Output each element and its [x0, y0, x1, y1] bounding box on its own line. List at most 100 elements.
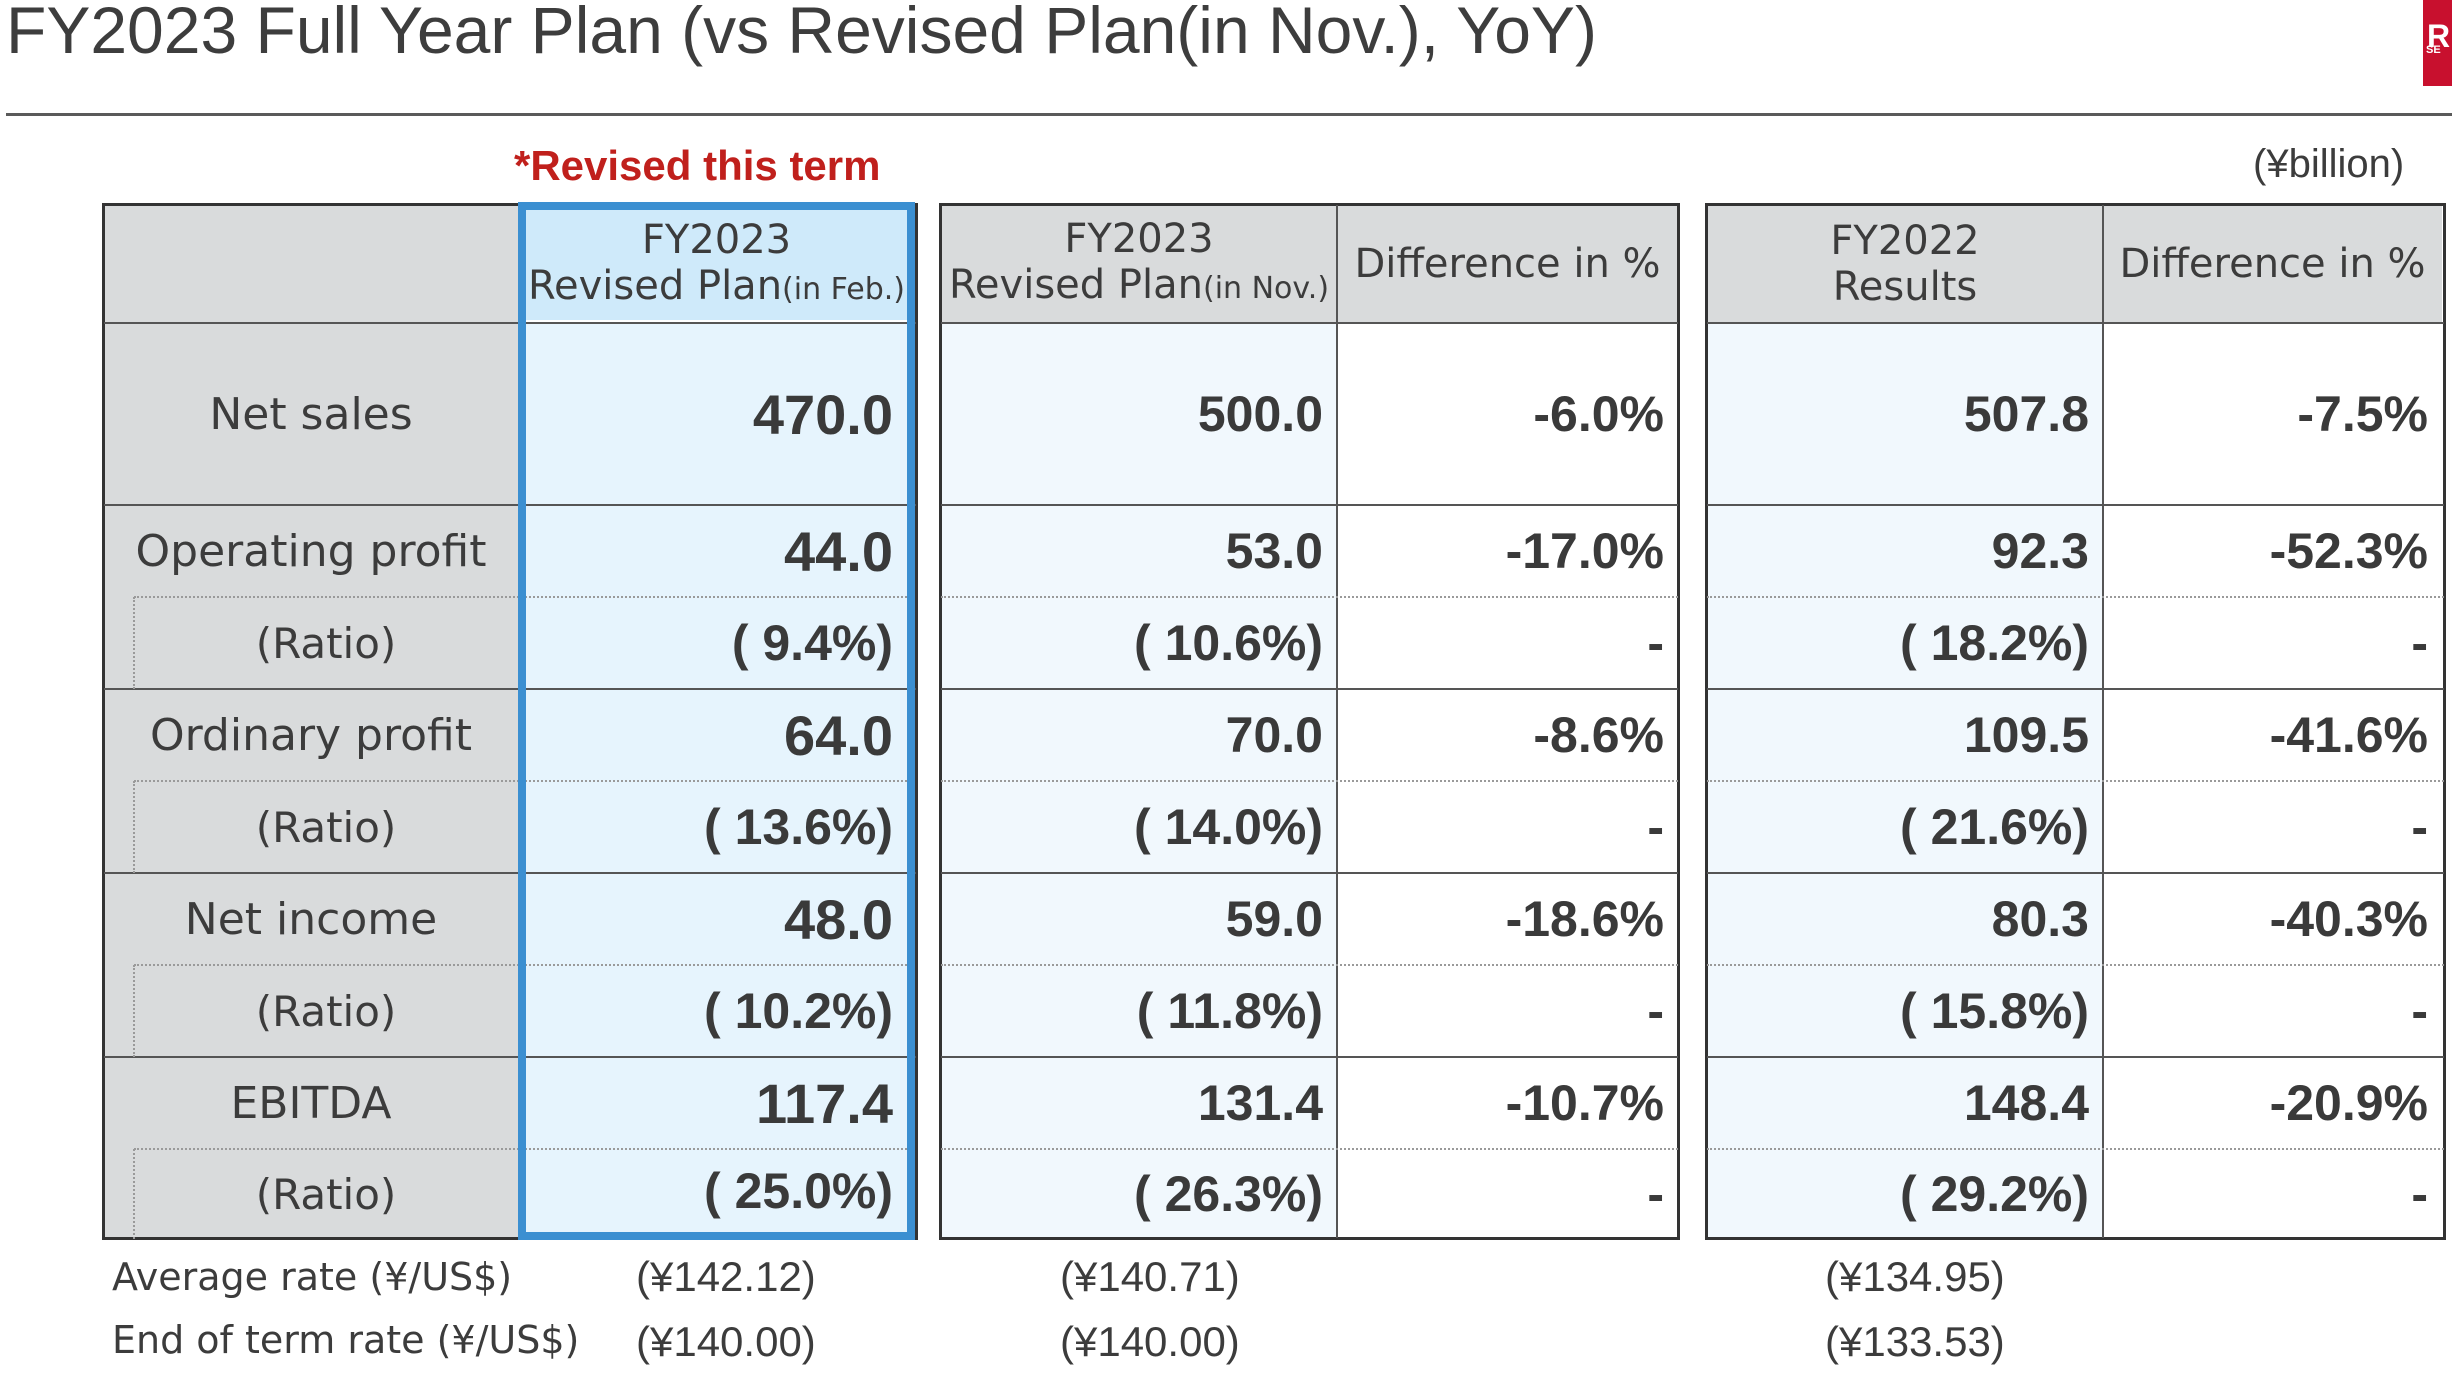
nov-net-sales: 500.0	[941, 323, 1337, 505]
row-label-ebitda-ratio: (Ratio)	[134, 1149, 518, 1239]
fy22-diff-net-income: -40.3%	[2103, 873, 2442, 965]
fy22-net-income: 80.3	[1707, 873, 2103, 965]
nov-diff-net-income: -18.6%	[1337, 873, 1678, 965]
logo-subtext: SE	[2426, 44, 2441, 56]
grid-line	[941, 1056, 1678, 1058]
feb-ordinary-ratio: ( 13.6%)	[526, 781, 907, 873]
grid-line	[1336, 205, 1338, 1238]
end-term-rate-feb: (¥140.00)	[636, 1318, 816, 1365]
fy22-operating-ratio: ( 18.2%)	[1707, 597, 2103, 689]
grid-dotted-line	[941, 596, 1678, 598]
nov-operating-profit: 53.0	[941, 505, 1337, 597]
row-label-net-income: Net income	[104, 873, 518, 965]
feb-header-line2: Revised Plan(in Feb.)	[528, 263, 905, 313]
nov-diff-header: Difference in %	[1337, 205, 1678, 323]
nov-diff-ordinary-ratio: -	[1337, 781, 1678, 873]
grid-line	[104, 322, 916, 324]
feb-plan-header: FY2023 Revised Plan(in Feb.)	[526, 210, 907, 320]
title-divider	[6, 113, 2452, 116]
grid-line	[2102, 205, 2104, 1238]
feb-header-line1: FY2023	[641, 217, 792, 263]
grid-line	[941, 322, 1678, 324]
logo-letter: R	[2427, 18, 2451, 54]
fy22-diff-header: Difference in %	[2103, 205, 2442, 323]
grid-line	[1707, 504, 2444, 506]
grid-line	[104, 872, 916, 874]
fy22-diff-net-sales: -7.5%	[2103, 323, 2442, 505]
grid-line	[104, 688, 916, 690]
fy22-diff-operating-ratio: -	[2103, 597, 2442, 689]
grid-dotted-line	[1707, 780, 2444, 782]
row-label-net-sales: Net sales	[104, 323, 518, 505]
fy22-header-line2: Results	[1832, 264, 1978, 310]
feb-net-income-ratio: ( 10.2%)	[526, 965, 907, 1057]
fy22-ordinary-profit: 109.5	[1707, 689, 2103, 781]
nov-header-line1: FY2023	[1064, 216, 1214, 262]
label-indent	[104, 1149, 134, 1239]
feb-operating-profit: 44.0	[526, 505, 907, 597]
nov-ordinary-profit: 70.0	[941, 689, 1337, 781]
revised-highlight-frame	[518, 202, 915, 1240]
revised-note: *Revised this term	[514, 142, 881, 189]
fy22-net-income-ratio: ( 15.8%)	[1707, 965, 2103, 1057]
grid-line	[941, 872, 1678, 874]
feb-net-sales: 470.0	[526, 323, 907, 505]
company-logo: R SE	[2423, 0, 2452, 86]
grid-line	[1707, 872, 2444, 874]
table1-frame	[102, 203, 918, 1240]
nov-operating-ratio: ( 10.6%)	[941, 597, 1337, 689]
fy22-diff-operating-profit: -52.3%	[2103, 505, 2442, 597]
nov-net-income: 59.0	[941, 873, 1337, 965]
nov-ordinary-ratio: ( 14.0%)	[941, 781, 1337, 873]
fy22-ordinary-ratio: ( 21.6%)	[1707, 781, 2103, 873]
nov-header-month: (in Nov.)	[1202, 271, 1330, 306]
grid-line	[941, 504, 1678, 506]
table3-frame	[1705, 203, 2446, 1240]
label-indent	[104, 597, 134, 689]
row-label-operating-ratio: (Ratio)	[134, 597, 518, 689]
feb-ebitda: 117.4	[526, 1057, 907, 1149]
grid-dotted-line	[941, 780, 1678, 782]
fy22-diff-ordinary-ratio: -	[2103, 781, 2442, 873]
row-label-ebitda: EBITDA	[104, 1057, 518, 1149]
grid-dotted-line	[133, 781, 135, 873]
feb-header-plan: Revised Plan	[528, 263, 783, 309]
nov-diff-operating-ratio: -	[1337, 597, 1678, 689]
row-label-ordinary-ratio: (Ratio)	[134, 781, 518, 873]
average-rate-nov: (¥140.71)	[1060, 1253, 1240, 1300]
feb-net-income: 48.0	[526, 873, 907, 965]
fy22-diff-net-income-ratio: -	[2103, 965, 2442, 1057]
grid-line	[1707, 1056, 2444, 1058]
grid-line	[104, 504, 916, 506]
grid-line	[941, 688, 1678, 690]
table2-frame	[939, 203, 1680, 1240]
unit-label: (¥billion)	[2253, 142, 2405, 186]
fy22-diff-ordinary-profit: -41.6%	[2103, 689, 2442, 781]
end-term-rate-nov: (¥140.00)	[1060, 1318, 1240, 1365]
page-title: FY2023 Full Year Plan (vs Revised Plan(i…	[6, 0, 1597, 67]
average-rate-feb: (¥142.12)	[636, 1253, 816, 1300]
feb-operating-ratio: ( 9.4%)	[526, 597, 907, 689]
average-rate-label: Average rate (¥/US$)	[112, 1255, 513, 1299]
label-indent	[104, 781, 134, 873]
row-label-operating-profit: Operating profit	[104, 505, 518, 597]
end-term-rate-label: End of term rate (¥/US$)	[112, 1318, 580, 1362]
fy22-diff-ebitda-ratio: -	[2103, 1149, 2442, 1239]
nov-net-income-ratio: ( 11.8%)	[941, 965, 1337, 1057]
nov-diff-operating-profit: -17.0%	[1337, 505, 1678, 597]
average-rate-fy22: (¥134.95)	[1825, 1253, 2005, 1300]
fy22-operating-profit: 92.3	[1707, 505, 2103, 597]
row-label-net-income-ratio: (Ratio)	[134, 965, 518, 1057]
grid-dotted-line	[133, 597, 135, 689]
feb-header-month: (in Feb.)	[782, 272, 905, 307]
grid-dotted-line	[133, 965, 135, 1057]
nov-ebitda-ratio: ( 26.3%)	[941, 1149, 1337, 1239]
feb-ebitda-ratio: ( 25.0%)	[526, 1149, 907, 1233]
fy22-ebitda: 148.4	[1707, 1057, 2103, 1149]
grid-dotted-line	[941, 964, 1678, 966]
row-label-ordinary-profit: Ordinary profit	[104, 689, 518, 781]
fy22-header-line1: FY2022	[1830, 218, 1980, 264]
nov-diff-net-income-ratio: -	[1337, 965, 1678, 1057]
grid-dotted-line	[1707, 1148, 2444, 1150]
nov-diff-ebitda-ratio: -	[1337, 1149, 1678, 1239]
